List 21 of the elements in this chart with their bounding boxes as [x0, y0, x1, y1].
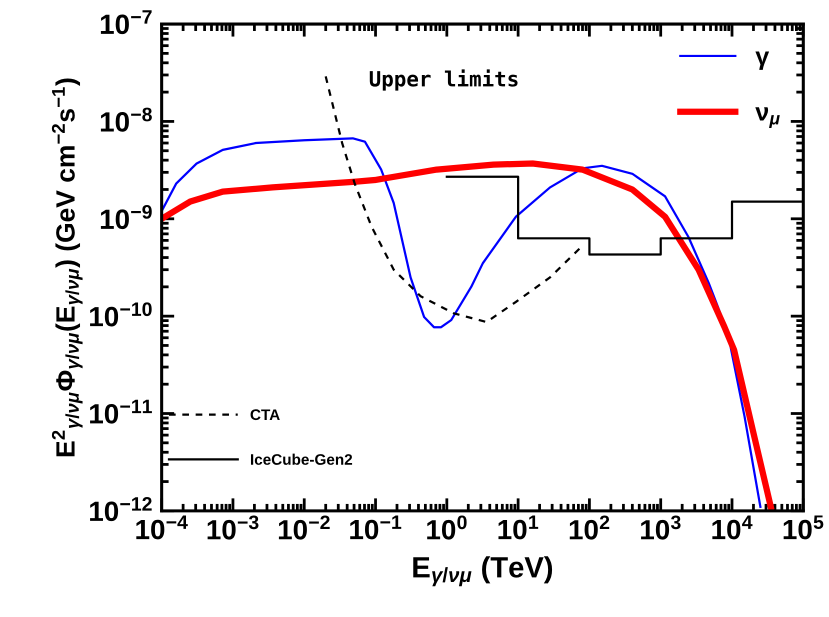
legend-label: IceCube-Gen2: [250, 454, 352, 465]
legend-label: ν$_{μ}$: [755, 107, 780, 128]
y-tick-label: 10$^{−11}$: [90, 400, 152, 424]
x-tick-label: 10$^{−3}$: [208, 515, 258, 540]
annotation: Upper limits: [370, 69, 518, 91]
y-tick-label: 10$^{−9}$: [100, 204, 152, 230]
x-tick-label: 10$^{5}$: [784, 515, 824, 540]
x-axis-title: E$_{γ/νμ}$ (TeV): [413, 556, 552, 586]
x-tick-label: 10$^{0}$: [427, 515, 467, 540]
legend-label: CTA: [250, 409, 280, 420]
y-tick-label: 10$^{−10}$: [90, 302, 152, 326]
x-tick-label: 10$^{1}$: [498, 515, 538, 540]
x-tick-label: 10$^{−1}$: [350, 515, 402, 540]
x-tick-label: 10$^{4}$: [712, 515, 752, 540]
y-tick-label: 10$^{−8}$: [100, 108, 152, 132]
x-tick-label: 10$^{2}$: [570, 515, 610, 540]
legend-label: γ: [755, 51, 770, 70]
x-tick-label: 10$^{−2}$: [278, 515, 330, 540]
y-tick-label: 10$^{−7}$: [100, 10, 152, 34]
text: E$^{2}$$_{γ/νμ}$Φ$_{γ/νμ}$(E$_{γ/νμ}$) (GeV cm$^{−2}$s$^{−1}$): [52, 78, 83, 456]
x-tick-label: 10$^{3}$: [641, 515, 681, 540]
